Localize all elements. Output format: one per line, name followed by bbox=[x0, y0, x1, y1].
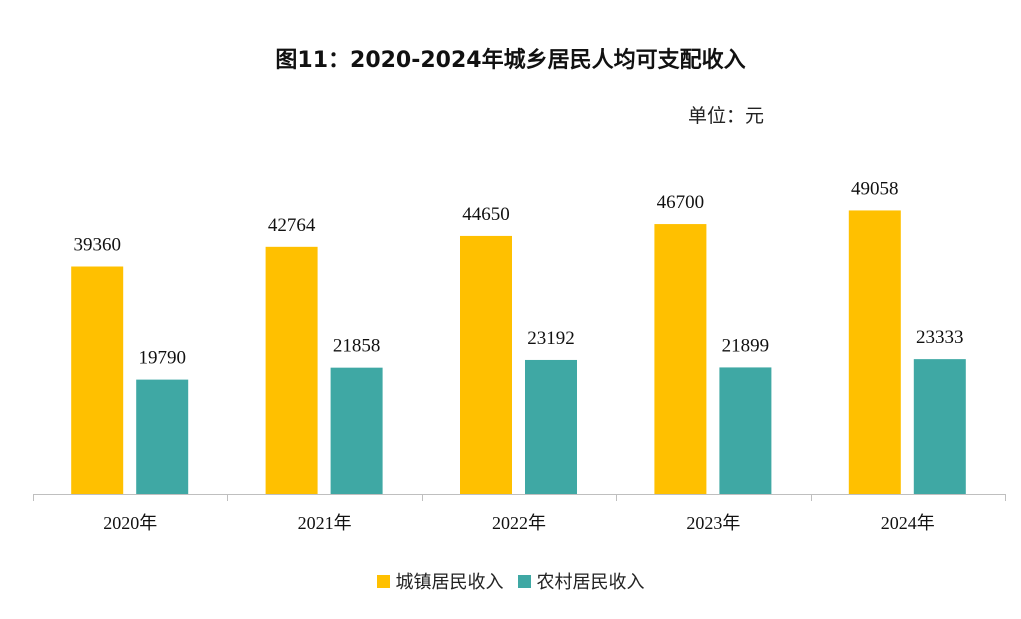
bar-rural bbox=[525, 359, 577, 494]
bar-urban bbox=[71, 266, 124, 494]
legend-item-rural: 农村居民收入 bbox=[517, 568, 645, 594]
chart-title: 图11：2020-2024年城乡居民人均可支配收入 bbox=[275, 48, 746, 73]
bar-rural bbox=[913, 359, 966, 494]
data-label: 21899 bbox=[722, 335, 770, 356]
bar-urban bbox=[460, 235, 512, 494]
legend-label-urban: 城镇居民收入 bbox=[395, 572, 504, 593]
bar-urban bbox=[848, 210, 901, 494]
data-label: 23192 bbox=[527, 328, 575, 349]
data-label: 44650 bbox=[462, 204, 510, 225]
legend-item-urban: 城镇居民收入 bbox=[376, 568, 504, 594]
legend: 城镇居民收入 农村居民收入 bbox=[0, 568, 1021, 594]
x-tick-label: 2023年 bbox=[686, 513, 740, 533]
legend-swatch-rural bbox=[517, 574, 531, 588]
legend-swatch-urban bbox=[376, 574, 390, 588]
data-label: 21858 bbox=[333, 336, 381, 357]
bar-rural bbox=[719, 367, 772, 494]
legend-label-rural: 农村居民收入 bbox=[536, 572, 645, 593]
data-label: 49058 bbox=[851, 178, 899, 199]
bar-urban bbox=[265, 246, 318, 494]
data-label: 42764 bbox=[268, 215, 316, 236]
x-tick-label: 2021年 bbox=[298, 513, 352, 533]
data-label: 46700 bbox=[657, 192, 705, 213]
data-label: 23333 bbox=[916, 327, 964, 348]
x-tick-label: 2020年 bbox=[103, 513, 157, 533]
data-label: 19790 bbox=[138, 348, 186, 369]
bar-urban bbox=[654, 224, 707, 494]
data-label: 39360 bbox=[73, 234, 121, 255]
bar-rural bbox=[136, 379, 189, 494]
x-tick-label: 2022年 bbox=[492, 513, 546, 533]
x-tick-label: 2024年 bbox=[881, 513, 935, 533]
bar-rural bbox=[330, 367, 383, 494]
unit-label: 单位：元 bbox=[688, 105, 765, 127]
